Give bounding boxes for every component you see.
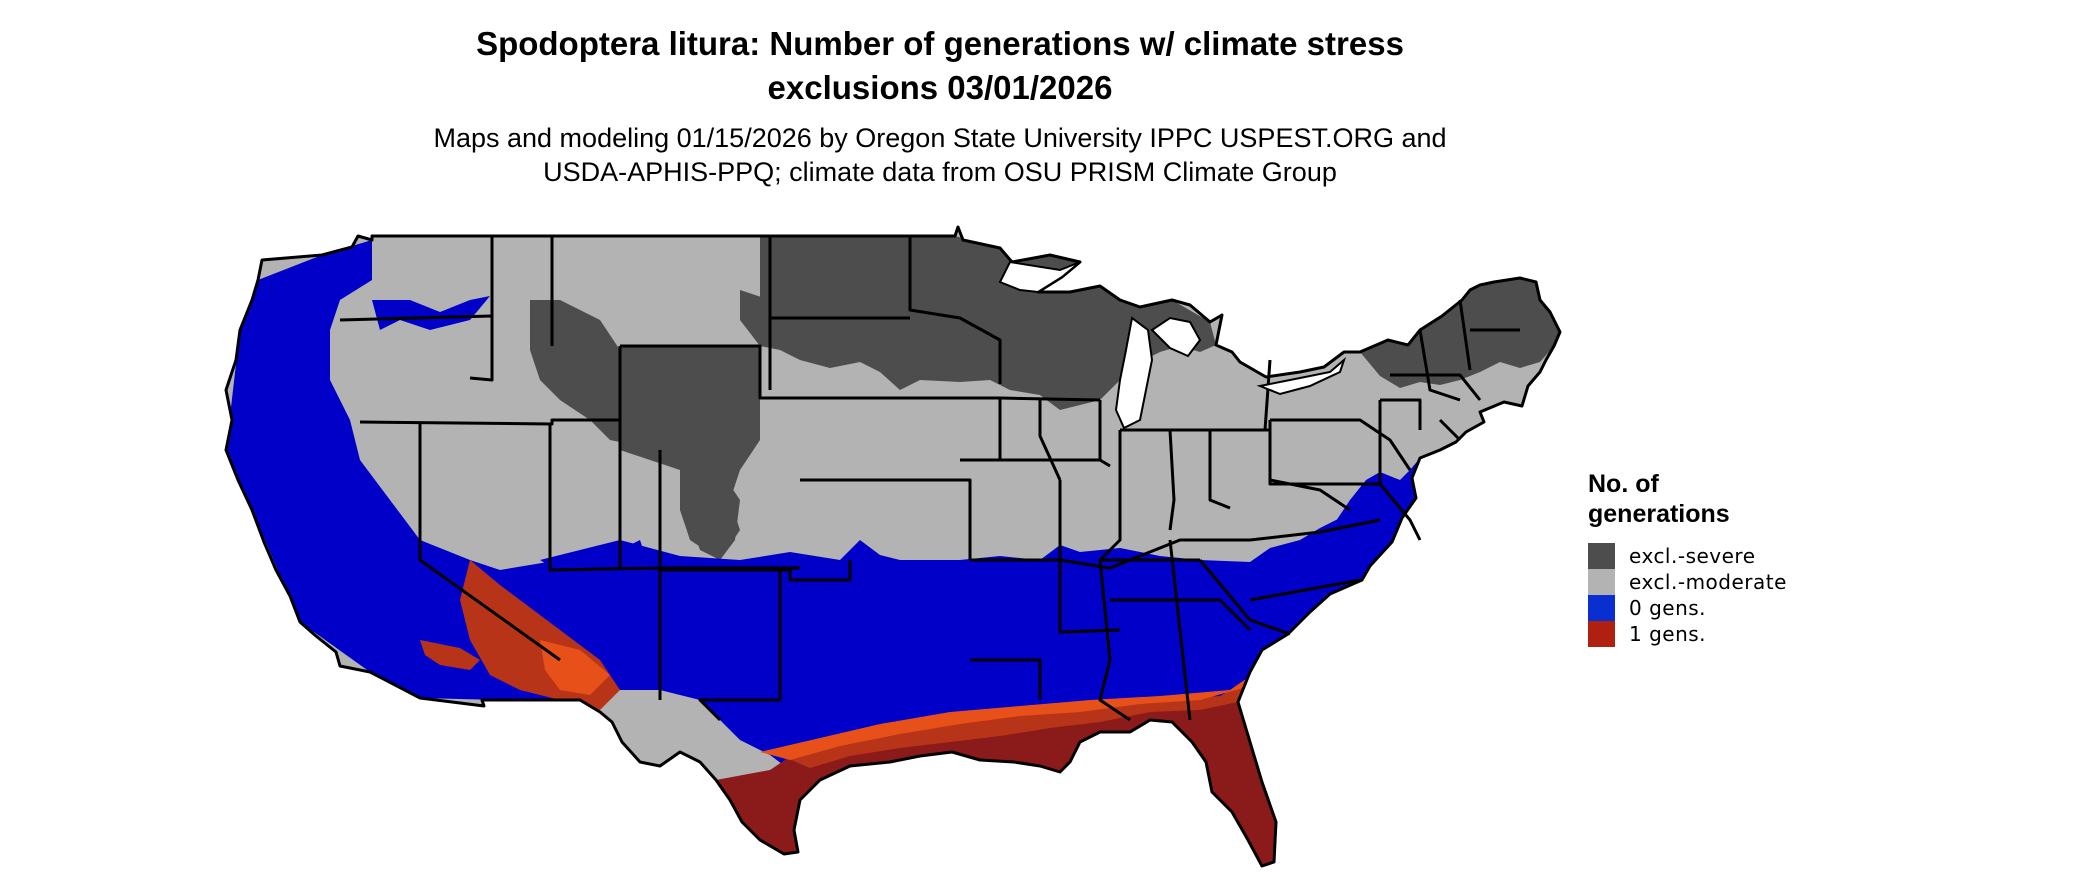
legend-swatch-1-gens	[1588, 621, 1615, 647]
legend-swatch-0-gens	[1588, 595, 1615, 621]
title-line-2: exclusions 03/01/2026	[767, 69, 1113, 106]
legend-label-excl-moderate: excl.-moderate	[1629, 570, 1787, 594]
legend-item-excl-severe: excl.-severe	[1588, 543, 1848, 569]
subtitle-line-1: Maps and modeling 01/15/2026 by Oregon S…	[433, 123, 1447, 153]
legend-item-1-gens: 1 gens.	[1588, 621, 1848, 647]
legend-item-excl-moderate: excl.-moderate	[1588, 569, 1848, 595]
legend-title: No. of generations	[1588, 469, 1848, 529]
legend-item-0-gens: 0 gens.	[1588, 595, 1848, 621]
title-line-1: Spodoptera litura: Number of generations…	[476, 25, 1404, 62]
legend-label-0-gens: 0 gens.	[1629, 596, 1707, 620]
map-title: Spodoptera litura: Number of generations…	[0, 22, 1880, 110]
subtitle-line-2: USDA-APHIS-PPQ; climate data from OSU PR…	[543, 157, 1337, 187]
map-subtitle: Maps and modeling 01/15/2026 by Oregon S…	[0, 121, 1880, 189]
legend-swatch-excl-severe	[1588, 543, 1615, 569]
legend-swatch-excl-moderate	[1588, 569, 1615, 595]
legend: No. of generations excl.-severe excl.-mo…	[1588, 469, 1848, 647]
legend-label-1-gens: 1 gens.	[1629, 622, 1707, 646]
legend-title-line-1: No. of	[1588, 470, 1659, 498]
legend-title-line-2: generations	[1588, 500, 1730, 528]
legend-label-excl-severe: excl.-severe	[1629, 544, 1756, 568]
